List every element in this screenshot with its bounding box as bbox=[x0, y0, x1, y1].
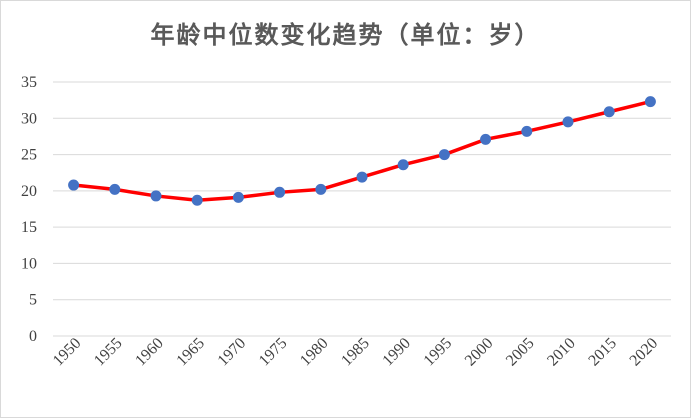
data-point bbox=[109, 183, 121, 195]
x-tick-label: 2010 bbox=[544, 335, 579, 370]
data-point bbox=[356, 171, 368, 183]
data-point bbox=[68, 179, 80, 191]
data-point bbox=[397, 159, 409, 171]
x-tick-label: 2015 bbox=[585, 335, 620, 370]
x-tick-label: 1955 bbox=[91, 335, 126, 370]
data-point bbox=[191, 194, 203, 206]
data-point bbox=[603, 106, 615, 118]
data-point bbox=[150, 190, 162, 202]
chart-title: 年龄中位数变化趋势（单位：岁） bbox=[150, 21, 541, 49]
x-axis-ticks: 1950 1955 1960 1965 1970 1975 1980 1985 1990 1995… bbox=[50, 335, 661, 370]
y-tick-label: 35 bbox=[21, 74, 37, 91]
y-tick-label: 20 bbox=[21, 183, 37, 200]
data-point bbox=[274, 186, 286, 198]
y-tick-label: 25 bbox=[21, 147, 37, 164]
x-tick-label: 1980 bbox=[297, 335, 332, 370]
x-tick-label: 2000 bbox=[462, 335, 497, 370]
y-tick-label: 15 bbox=[21, 219, 37, 236]
x-tick-label: 1960 bbox=[132, 335, 167, 370]
y-axis-ticks: 0 5 10 15 20 25 30 35 bbox=[21, 74, 37, 345]
y-tick-label: 10 bbox=[21, 255, 37, 272]
x-tick-label: 1965 bbox=[173, 335, 208, 370]
x-tick-label: 1950 bbox=[50, 335, 85, 370]
data-point bbox=[315, 183, 327, 195]
y-tick-label: 0 bbox=[29, 328, 37, 345]
x-tick-label: 1995 bbox=[421, 335, 456, 370]
data-point bbox=[644, 96, 656, 108]
x-tick-label: 1990 bbox=[379, 335, 414, 370]
data-point bbox=[562, 116, 574, 128]
x-tick-label: 1975 bbox=[256, 335, 291, 370]
y-tick-label: 5 bbox=[29, 292, 37, 309]
x-tick-label: 1970 bbox=[215, 335, 250, 370]
x-tick-label: 2005 bbox=[503, 335, 538, 370]
data-point bbox=[521, 125, 533, 137]
data-point bbox=[232, 191, 244, 203]
series-layer bbox=[68, 96, 656, 206]
x-tick-label: 2020 bbox=[627, 335, 662, 370]
data-point bbox=[480, 133, 492, 145]
x-tick-label: 1985 bbox=[338, 335, 373, 370]
series-line bbox=[71, 99, 653, 203]
y-tick-label: 30 bbox=[21, 110, 37, 127]
data-point bbox=[438, 149, 450, 161]
